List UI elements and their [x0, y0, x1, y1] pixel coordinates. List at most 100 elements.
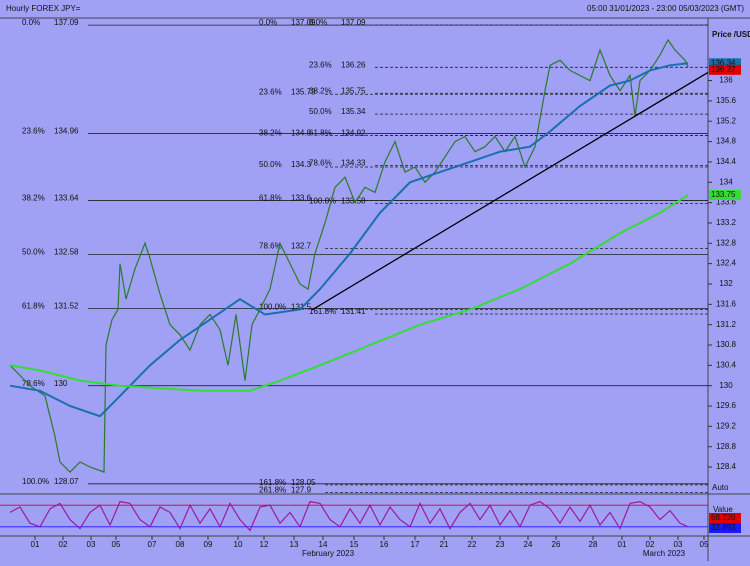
- fib-price: 131.41: [341, 307, 366, 316]
- x-tick-label: 28: [589, 540, 598, 549]
- y-tick-label: 129.6: [716, 401, 737, 410]
- fib-pct: 0.0%: [309, 18, 327, 27]
- x-tick-label: 02: [646, 540, 655, 549]
- y-tick-label: 130.4: [716, 360, 737, 369]
- fib-price: 134.33: [341, 159, 366, 168]
- y-tick-label: 134: [719, 177, 733, 186]
- fib-price: 133.64: [54, 194, 79, 203]
- fib-pct: 23.6%: [22, 127, 45, 136]
- osc-tag-label: 32.893: [711, 523, 736, 532]
- x-tick-label: 14: [319, 540, 328, 549]
- fib-pct: 78.6%: [22, 379, 45, 388]
- y-axis-title: Price /USD: [712, 30, 750, 39]
- fib-pct: 261.8%: [259, 486, 286, 495]
- x-tick-label: 17: [411, 540, 420, 549]
- series-line: [9, 38, 689, 473]
- y-tick-label: 132.4: [716, 259, 737, 268]
- price-tag-label: 133.75: [711, 190, 736, 199]
- x-tick-label: 03: [674, 540, 683, 549]
- fib-price: 133.6: [291, 194, 312, 203]
- x-tick-label: 01: [618, 540, 627, 549]
- fib-price: 134.9: [291, 129, 312, 138]
- y-tick-label: 128.8: [716, 442, 737, 451]
- osc-tag: [709, 523, 741, 533]
- x-tick-label: 12: [260, 540, 269, 549]
- x-tick-label: 10: [234, 540, 243, 549]
- fib-pct: 100.0%: [309, 197, 336, 206]
- osc-title: Value: [713, 505, 733, 514]
- fib-price: 127.9: [291, 486, 312, 495]
- y-tick-label: 134.4: [716, 157, 737, 166]
- y-tick-label: 131.2: [716, 320, 737, 329]
- title: Hourly FOREX JPY=: [6, 4, 81, 13]
- osc-tag-label: 68.220: [711, 513, 736, 522]
- fib-pct: 100.0%: [22, 477, 49, 486]
- fib-pct: 23.6%: [309, 60, 332, 69]
- fib-pct: 38.2%: [309, 86, 332, 95]
- x-tick-label: 01: [31, 540, 40, 549]
- y-tick-label: 136: [719, 76, 733, 85]
- month-label: February 2023: [302, 549, 355, 558]
- y-tick-label: 132: [719, 279, 733, 288]
- fib-pct: 38.2%: [259, 129, 282, 138]
- fib-pct: 0.0%: [22, 18, 40, 27]
- y-tick-label: 133.6: [716, 198, 737, 207]
- y-tick-label: 130: [719, 381, 733, 390]
- fib-price: 134.96: [54, 127, 79, 136]
- month-label: March 2023: [643, 549, 686, 558]
- y-tick-label: 135.2: [716, 116, 737, 125]
- x-tick-label: 08: [176, 540, 185, 549]
- fib-price: 135.34: [341, 107, 366, 116]
- fib-price: 128.05: [291, 478, 316, 487]
- y-tick-label: 128.4: [716, 462, 737, 471]
- price-tag: [709, 189, 741, 200]
- date-range: 05:00 31/01/2023 - 23:00 05/03/2023 (GMT…: [587, 4, 744, 13]
- price-tag-label: 136.34: [711, 58, 736, 67]
- fib-pct: 61.8%: [259, 194, 282, 203]
- fib-price: 134.3: [291, 160, 312, 169]
- fib-pct: 50.0%: [309, 107, 332, 116]
- fib-pct: 23.6%: [259, 87, 282, 96]
- fib-price: 136.26: [341, 60, 366, 69]
- fib-price: 134.92: [341, 129, 366, 138]
- fib-price: 135.73: [291, 87, 316, 96]
- x-tick-label: 15: [350, 540, 359, 549]
- fib-pct: 50.0%: [22, 248, 45, 257]
- y-tick-label: 135.6: [716, 96, 737, 105]
- fib-price: 137.09: [54, 18, 79, 27]
- fib-price: 137.09: [341, 18, 366, 27]
- fib-pct: 100.0%: [259, 303, 286, 312]
- x-tick-label: 22: [468, 540, 477, 549]
- x-tick-label: 09: [204, 540, 213, 549]
- fib-pct: 78.6%: [309, 159, 332, 168]
- fib-pct: 61.8%: [22, 301, 45, 310]
- fib-price: 132.7: [291, 241, 312, 250]
- fib-price: 132.58: [54, 248, 79, 257]
- x-tick-label: 07: [148, 540, 157, 549]
- fib-price: 130: [54, 379, 68, 388]
- y-tick-label: 132.8: [716, 238, 737, 247]
- x-tick-label: 05: [700, 540, 709, 549]
- y-tick-label: 130.8: [716, 340, 737, 349]
- y-tick-label: 134.8: [716, 137, 737, 146]
- x-tick-label: 26: [552, 540, 561, 549]
- fib-pct: 161.8%: [309, 307, 336, 316]
- x-tick-label: 21: [440, 540, 449, 549]
- y-tick-label: 129.2: [716, 421, 737, 430]
- price-tag-label: 136.27: [711, 65, 736, 74]
- fib-pct: 78.6%: [259, 241, 282, 250]
- y-tick-label: 131.6: [716, 299, 737, 308]
- x-tick-label: 03: [87, 540, 96, 549]
- auto-label: Auto: [712, 483, 729, 492]
- series-line: [9, 62, 689, 418]
- fib-pct: 0.0%: [259, 18, 277, 27]
- osc-line: [9, 500, 689, 532]
- x-tick-label: 02: [59, 540, 68, 549]
- y-tick-label: 133.2: [716, 218, 737, 227]
- x-tick-label: 23: [496, 540, 505, 549]
- fib-pct: 61.8%: [309, 129, 332, 138]
- osc-tag: [709, 513, 741, 523]
